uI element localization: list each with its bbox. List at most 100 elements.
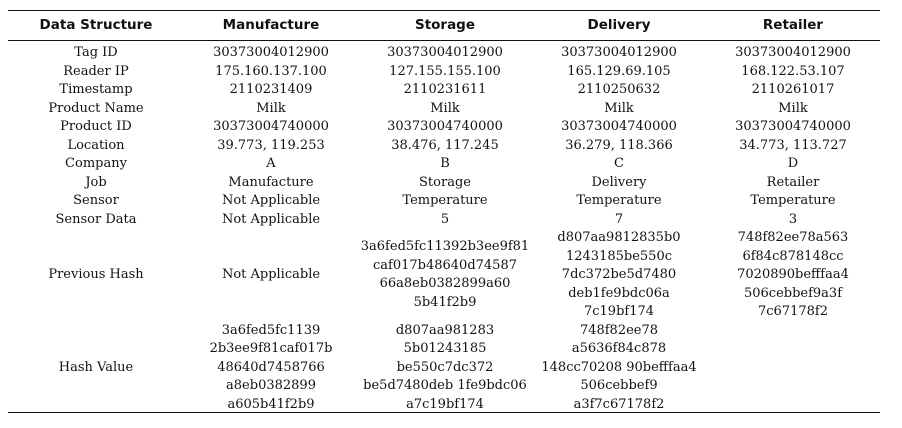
cell-line: C (614, 156, 624, 171)
row-label: Hash Value (58, 359, 134, 375)
table-cell: 30373004740000 (358, 118, 532, 137)
cell-line: 2110261017 (751, 82, 835, 97)
cell-line: 66a8eb0382899a60 (379, 276, 511, 292)
table-cell: 7 (532, 211, 706, 230)
table-cell: B (358, 155, 532, 174)
cell-line: 3 (788, 211, 798, 227)
table-cell: d807aa981283 5b01243185 be550c7dc372 be5d74… (358, 322, 532, 415)
cell-line: a5636f84c878 (571, 341, 667, 356)
table-cell: Temperature (532, 192, 706, 211)
cell-line: 48640d7458766 (217, 359, 325, 375)
table-row: Previous Hash Not Applicable 3a6fed5fc1139… (8, 229, 880, 322)
cell-line: 2110231409 (229, 82, 313, 97)
cell-line: Not Applicable (221, 267, 321, 282)
table-cell: 34.773, 113.727 (706, 137, 880, 156)
row-label: Product Name (48, 100, 144, 116)
cell-line: 7c67178f2 (758, 304, 828, 319)
table-cell: Manufacture (184, 174, 358, 193)
table-row: Timestamp 2110231409 2110231611 2110250632 2… (8, 81, 880, 100)
cell-line: Milk (778, 100, 808, 116)
row-label: Sensor Data (55, 211, 137, 227)
cell-line: 30373004740000 (387, 119, 503, 134)
cell-line: 2b3ee9f81caf017b (209, 341, 333, 356)
cell-line: Storage (419, 174, 471, 190)
table-row: Company A B C D (8, 155, 880, 174)
cell-line: 30373004012900 (213, 45, 329, 60)
table-cell: Milk (184, 100, 358, 119)
table-body: Tag ID 30373004012900 30373004012900 303730… (8, 39, 880, 414)
cell-line: 1243185be550c (565, 248, 672, 264)
cell-line: 7c19bf174 (583, 304, 655, 319)
table-cell: Temperature (358, 192, 532, 211)
cell-line: 748f82ee78a563 (737, 230, 849, 245)
table-cell: 39.773, 119.253 (184, 137, 358, 156)
table-cell: 2110231409 (184, 81, 358, 100)
cell-line: 30373004740000 (561, 119, 677, 134)
cell-line: 506cebbef9a3f (743, 285, 843, 301)
cell-line: 7020890befffaa4 (737, 267, 849, 282)
cell-line: 5b41f2b9 (413, 294, 477, 310)
table-cell: D (706, 155, 880, 174)
cell-line: 3a6fed5fc1139 (221, 322, 321, 338)
cell-line: a3f7c67178f2 (573, 396, 665, 412)
table-row: Product ID 30373004740000 30373004740000 30… (8, 118, 880, 137)
table-cell: C (532, 155, 706, 174)
table-cell: Not Applicable (184, 192, 358, 211)
cell-line: 506cebbef9 (580, 378, 658, 393)
row-label: Timestamp (59, 82, 133, 97)
table-cell: 30373004740000 (532, 118, 706, 137)
cell-line: Not Applicable (221, 211, 321, 227)
cell-line: d807aa981283 (395, 322, 495, 338)
cell-line: Delivery (591, 174, 647, 190)
table-cell: 38.476, 117.245 (358, 137, 532, 156)
cell-line: 30373004012900 (735, 45, 851, 60)
bottom-rule (8, 412, 880, 413)
cell-line: a8eb0382899 (226, 378, 316, 393)
cell-line: 3a6fed5fc11392b3ee9f81 (360, 239, 530, 255)
table-cell: 2110261017 (706, 81, 880, 100)
table-cell: Not Applicable (184, 211, 358, 230)
table-cell: 127.155.155.100 (358, 63, 532, 82)
row-label: Previous Hash (48, 267, 144, 282)
cell-line: 5 (440, 211, 450, 227)
cell-line: A (266, 156, 276, 171)
cell-line: 175.160.137.100 (215, 63, 327, 79)
row-label: Sensor (73, 193, 119, 208)
cell-line: 748f82ee78 (579, 322, 659, 338)
table-cell: 36.279, 118.366 (532, 137, 706, 156)
cell-line: 5b01243185 (403, 341, 487, 356)
cell-line: 6f84c878148cc (742, 248, 844, 264)
table-cell: Milk (532, 100, 706, 119)
row-label: Location (67, 137, 125, 153)
cell-line: Temperature (576, 193, 662, 208)
table-cell: Retailer (706, 174, 880, 193)
table-cell: 30373004740000 (706, 118, 880, 137)
table-cell: 3a6fed5fc1139 2b3ee9f81caf017b 48640d74587… (184, 322, 358, 415)
table-cell: 748f82ee78 a5636f84c878 148cc70208 90befff… (532, 322, 706, 415)
table-row: Hash Value 3a6fed5fc1139 2b3ee9f81caf017b 4… (8, 322, 880, 415)
data-structure-table: Data Structure Manufacture Storage Deliv… (8, 11, 880, 414)
table-cell: 748f82ee78a563 6f84c878148cc 7020890befffa… (706, 229, 880, 322)
top-rule (8, 10, 880, 11)
row-label: Job (85, 174, 107, 190)
cell-line: Retailer (766, 174, 820, 190)
cell-line: 148cc70208 90befffaa4 (541, 359, 697, 375)
table-row: Sensor Data Not Applicable 5 7 3 (8, 211, 880, 230)
cell-line: 2110231611 (403, 82, 487, 97)
table-cell: 165.129.69.105 (532, 63, 706, 82)
header-rule (8, 40, 880, 41)
cell-line: B (440, 156, 450, 171)
cell-line: 165.129.69.105 (567, 63, 671, 79)
cell-line: Temperature (402, 193, 488, 208)
table-row: Sensor Not Applicable Temperature Temperatu… (8, 192, 880, 211)
cell-line: 30373004012900 (387, 45, 503, 60)
table-cell: Temperature (706, 192, 880, 211)
cell-line: be550c7dc372 (396, 359, 494, 375)
column-header: Data Structure (39, 17, 153, 33)
table-cell: 3 (706, 211, 880, 230)
cell-line: 2110250632 (577, 82, 661, 97)
cell-line: 30373004740000 (213, 119, 329, 134)
cell-line: be5d7480deb 1fe9bdc06 (363, 378, 527, 393)
